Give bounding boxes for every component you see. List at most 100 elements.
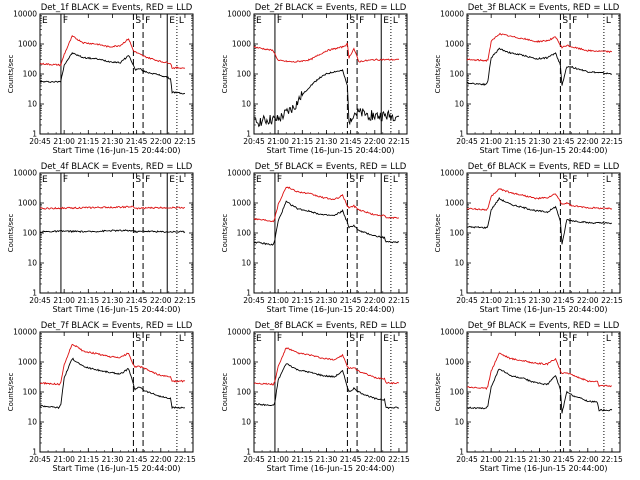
- x-tick-label: 21:00: [53, 137, 75, 146]
- y-tick-label: 100: [237, 388, 252, 397]
- panel-det-5: Det_5f BLACK = Events, RED = LLD 1 10 100 10…: [221, 162, 410, 314]
- panel-det-4: Det_4f BLACK = Events, RED = LLD 1 10 100 10…: [7, 162, 196, 314]
- marker-label: S: [135, 175, 141, 185]
- y-axis-label: Counts/sec: [434, 373, 442, 412]
- marker-label: F: [359, 175, 364, 185]
- marker-label: S: [349, 175, 355, 185]
- y-tick-label: 1000: [232, 358, 251, 367]
- x-tick-label: 20:45: [29, 296, 51, 305]
- marker-label: F: [572, 175, 577, 185]
- panel-title: Det_5f BLACK = Events, RED = LLD: [255, 162, 407, 172]
- series-lld-line: [39, 343, 186, 386]
- plot-frame: [466, 13, 621, 135]
- marker-label: L: [606, 16, 611, 26]
- y-tick-label: 1000: [445, 358, 464, 367]
- x-tick-label: 21:45: [553, 455, 575, 464]
- marker-label: E: [42, 16, 48, 26]
- y-tick-label: 1000: [18, 40, 37, 49]
- x-tick-label: 21:30: [529, 296, 551, 305]
- y-tick-label: 1: [32, 289, 37, 298]
- y-tick-label: 1: [459, 289, 464, 298]
- y-tick-label: 1: [246, 289, 251, 298]
- y-tick-label: 1000: [232, 199, 251, 208]
- series-lld-line: [466, 188, 613, 211]
- series-lld-line: [466, 352, 612, 391]
- marker-label: L: [606, 175, 611, 185]
- marker-label: S: [349, 334, 355, 344]
- panel-det-6: Det_6f BLACK = Events, RED = LLD 1 10 100 10…: [434, 162, 623, 314]
- x-tick-label: 21:15: [505, 137, 527, 146]
- x-tick-label: 22:00: [364, 137, 386, 146]
- marker-label: E: [256, 334, 262, 344]
- x-axis-label: Start Time (16-Jun-15 20:44:00): [53, 146, 181, 155]
- plot-frame: [39, 331, 194, 453]
- marker-label: F: [359, 16, 364, 26]
- x-tick-label: 21:00: [480, 296, 502, 305]
- x-tick-label: 21:30: [102, 455, 124, 464]
- x-tick-label: 22:00: [150, 455, 172, 464]
- x-tick-label: 20:45: [29, 137, 51, 146]
- x-axis-label: Start Time (16-Jun-15 20:44:00): [480, 305, 608, 314]
- x-tick-label: 20:45: [456, 137, 478, 146]
- x-tick-label: 21:45: [340, 296, 362, 305]
- y-tick-label: 10000: [440, 10, 464, 19]
- x-tick-label: 21:00: [267, 455, 289, 464]
- panel-title: Det_9f BLACK = Events, RED = LLD: [468, 321, 620, 331]
- x-tick-label: 22:00: [577, 455, 599, 464]
- x-axis-label: Start Time (16-Jun-15 20:44:00): [267, 464, 395, 473]
- x-tick-label: 21:00: [53, 455, 75, 464]
- series-events-line: [253, 69, 400, 128]
- marker-label: E: [383, 16, 389, 26]
- x-tick-label: 22:00: [364, 455, 386, 464]
- y-axis-label: Counts/sec: [221, 373, 229, 412]
- x-tick-label: 20:45: [243, 137, 265, 146]
- x-tick-label: 21:15: [292, 296, 314, 305]
- marker-label: L: [606, 334, 611, 344]
- y-tick-label: 1: [459, 448, 464, 457]
- marker-label: S: [349, 16, 355, 26]
- y-tick-label: 1: [32, 130, 37, 139]
- plot-frame: [39, 172, 194, 294]
- y-tick-label: 10000: [440, 169, 464, 178]
- y-tick-label: 10: [27, 259, 37, 268]
- panel-det-2: Det_2f BLACK = Events, RED = LLD 1 10 100 10…: [221, 3, 410, 155]
- panel-title: Det_3f BLACK = Events, RED = LLD: [468, 3, 620, 13]
- series-lld-line: [466, 32, 613, 62]
- x-tick-label: 21:15: [78, 137, 100, 146]
- y-tick-label: 10000: [440, 328, 464, 337]
- series-lld-line: [39, 35, 186, 70]
- marker-label: F: [277, 175, 282, 185]
- x-tick-label: 22:15: [601, 296, 623, 305]
- marker-label: E: [169, 175, 175, 185]
- y-tick-label: 1000: [445, 199, 464, 208]
- x-tick-label: 22:00: [150, 137, 172, 146]
- x-axis-label: Start Time (16-Jun-15 20:44:00): [53, 305, 181, 314]
- y-tick-label: 10000: [13, 10, 37, 19]
- x-tick-label: 21:45: [553, 296, 575, 305]
- y-tick-label: 10: [454, 418, 464, 427]
- y-tick-label: 1000: [445, 40, 464, 49]
- panel-title: Det_7f BLACK = Events, RED = LLD: [41, 321, 193, 331]
- x-tick-label: 22:15: [388, 137, 410, 146]
- series-events-line: [466, 196, 612, 245]
- panel-det-3: Det_3f BLACK = Events, RED = LLD 1 10 100 10…: [434, 3, 623, 155]
- marker-label: E: [169, 16, 175, 26]
- marker-label: L: [179, 175, 184, 185]
- y-tick-label: 10000: [227, 10, 251, 19]
- x-tick-label: 20:45: [456, 455, 478, 464]
- x-tick-label: 20:45: [243, 296, 265, 305]
- y-axis-label: Counts/sec: [7, 214, 15, 253]
- y-axis-label: Counts/sec: [7, 55, 15, 94]
- plot-frame: [253, 172, 408, 294]
- x-tick-label: 21:30: [529, 455, 551, 464]
- y-tick-label: 10000: [227, 169, 251, 178]
- x-axis-label: Start Time (16-Jun-15 20:44:00): [267, 146, 395, 155]
- y-axis-label: Counts/sec: [221, 55, 229, 94]
- marker-label: L: [393, 16, 398, 26]
- x-tick-label: 22:00: [364, 296, 386, 305]
- x-tick-label: 21:30: [316, 296, 338, 305]
- marker-label: S: [135, 16, 141, 26]
- panel-title: Det_4f BLACK = Events, RED = LLD: [41, 162, 193, 172]
- marker-label: F: [145, 175, 150, 185]
- marker-label: E: [383, 334, 389, 344]
